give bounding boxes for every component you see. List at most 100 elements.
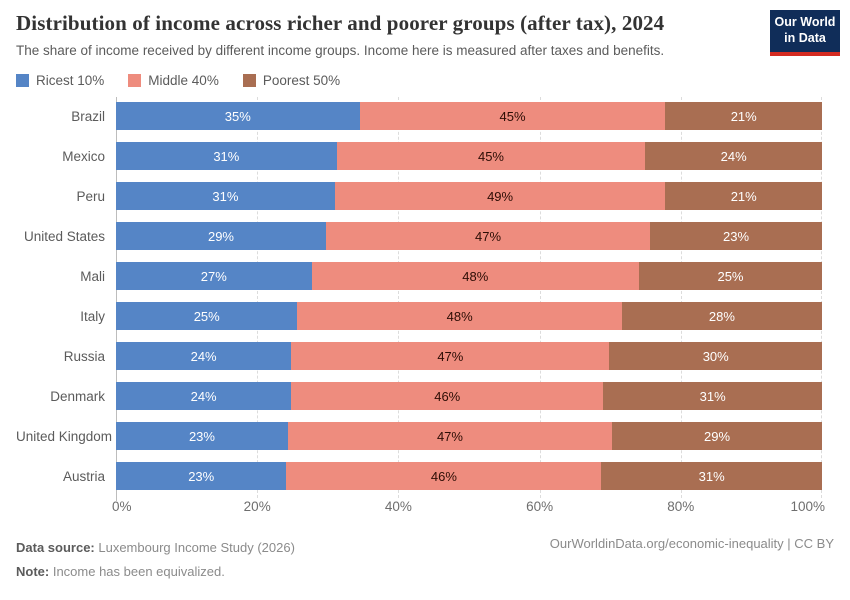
bar-row: 24% 47% 30% [116, 342, 822, 371]
note-text: Income has been equivalized. [49, 564, 225, 580]
bar-segment[interactable]: 47% [287, 422, 613, 451]
bar-segment[interactable]: 45% [359, 102, 666, 131]
bar-value-label: 24% [190, 388, 217, 404]
bar-segment[interactable]: 23% [116, 462, 287, 491]
bar-segment[interactable]: 23% [116, 422, 288, 451]
bar-segment[interactable]: 25% [638, 262, 822, 291]
bar-segment[interactable]: 47% [325, 222, 651, 251]
bar-segment[interactable]: 31% [603, 382, 822, 411]
bar-value-label: 47% [436, 428, 463, 444]
bar-value-label: 25% [193, 308, 220, 324]
chart-grid: Brazil 35% 45% 21% Mexico 31% 45% 24% Peru 31% 49%… [16, 97, 823, 502]
bar-row: 25% 48% 28% [116, 302, 822, 331]
bar-segment[interactable]: 31% [116, 182, 335, 211]
bar-value-label: 35% [224, 108, 251, 124]
owid-logo[interactable]: Our World in Data [770, 10, 840, 56]
bar-value-label: 48% [446, 308, 473, 324]
x-axis: 0% 20% 40% 60% 80% 100% [112, 499, 825, 519]
category-label: United States [23, 228, 105, 244]
bar-value-label: 48% [462, 268, 489, 284]
category-label: Peru [76, 188, 105, 204]
legend-item[interactable]: Middle 40% [128, 73, 219, 88]
bar-segment[interactable]: 49% [334, 182, 666, 211]
footer-source-note: Data source: Luxembourg Income Study (20… [16, 536, 295, 584]
bar-value-label: 27% [200, 268, 227, 284]
gridline [680, 97, 682, 499]
bar-value-label: 31% [698, 468, 725, 484]
bar-segment[interactable]: 48% [311, 262, 639, 291]
bar-segment[interactable]: 23% [650, 222, 822, 251]
bar-value-label: 28% [708, 308, 735, 324]
bar-value-label: 31% [212, 188, 239, 204]
bar-row: 31% 49% 21% [116, 182, 822, 211]
x-axis-tick-label: 80% [667, 499, 695, 515]
bar-value-label: 30% [702, 348, 729, 364]
bar-segment[interactable]: 24% [116, 382, 292, 411]
legend-label: Ricest 10% [36, 73, 105, 89]
bar-row: 23% 47% 29% [116, 422, 822, 451]
bar-segment[interactable]: 30% [609, 342, 822, 371]
category-label: United Kingdom [16, 428, 113, 444]
x-axis-tick-label: 60% [526, 499, 554, 515]
y-axis-line [116, 97, 117, 502]
bar-value-label: 29% [704, 428, 731, 444]
bar-value-label: 29% [207, 228, 234, 244]
bar-value-label: 31% [213, 148, 240, 164]
footer-attribution[interactable]: OurWorldinData.org/economic-inequality |… [549, 536, 834, 552]
bar-value-label: 23% [188, 428, 215, 444]
bar-segment[interactable]: 27% [116, 262, 312, 291]
bar-segment[interactable]: 46% [291, 382, 604, 411]
bar-value-label: 23% [188, 468, 215, 484]
page-title: Distribution of income across richer and… [16, 11, 665, 35]
legend-item[interactable]: Poorest 50% [242, 73, 341, 89]
grid-overlay [116, 97, 822, 502]
bar-segment[interactable]: 29% [116, 222, 326, 251]
bar-row: 31% 45% 24% [116, 142, 823, 171]
bar-segment[interactable]: 25% [116, 302, 298, 331]
gridline [821, 97, 822, 499]
bar-value-label: 21% [730, 108, 757, 124]
bar-value-label: 45% [477, 148, 504, 164]
bar-segment[interactable]: 48% [297, 302, 622, 331]
bar-segment[interactable]: 31% [601, 462, 823, 491]
bar-segment[interactable]: 31% [116, 142, 337, 171]
bar-value-label: 46% [434, 388, 461, 404]
chart-subtitle: The share of income received by differen… [16, 43, 665, 59]
bar-segment[interactable]: 21% [665, 182, 822, 211]
x-axis-tick-label: 0% [112, 499, 132, 515]
legend: Ricest 10% Middle 40% Poorest 50% [16, 73, 834, 88]
legend-label: Poorest 50% [262, 73, 341, 89]
bar-value-label: 47% [475, 228, 502, 244]
bar-value-label: 45% [499, 108, 526, 124]
bar-segment[interactable]: 29% [612, 422, 822, 451]
bar-segment[interactable]: 45% [336, 142, 646, 171]
x-axis-tick-label: 40% [384, 499, 412, 515]
bar-segment[interactable]: 21% [665, 102, 823, 131]
bar-segment[interactable]: 35% [116, 102, 360, 131]
bar-segment[interactable]: 28% [621, 302, 822, 331]
category-label: Mexico [62, 148, 105, 164]
legend-swatch-icon [128, 74, 142, 88]
legend-swatch-icon [242, 74, 256, 88]
category-label: Denmark [50, 388, 105, 404]
category-label: Mali [80, 268, 105, 284]
bar-value-label: 24% [720, 148, 747, 164]
category-label: Russia [63, 348, 105, 364]
x-axis-tick-label: 20% [243, 499, 271, 515]
data-source-text: Luxembourg Income Study (2026) [94, 540, 295, 556]
bar-row: 23% 46% 31% [116, 462, 823, 491]
bar-segment[interactable]: 46% [286, 462, 602, 491]
owid-logo-line2: in Data [784, 31, 826, 45]
note-label: Note: [16, 564, 50, 580]
bar-segment[interactable]: 24% [645, 142, 823, 171]
legend-item[interactable]: Ricest 10% [16, 73, 104, 88]
bar-value-label: 21% [730, 188, 757, 204]
chart-area: Brazil 35% 45% 21% Mexico 31% 45% 24% Peru 31% 49%… [16, 97, 823, 502]
bar-value-label: 49% [487, 188, 514, 204]
bar-row: 29% 47% 23% [116, 222, 822, 251]
gridline [398, 97, 400, 499]
bar-value-label: 46% [430, 468, 457, 484]
bar-segment[interactable]: 47% [291, 342, 610, 371]
bar-segment[interactable]: 24% [116, 342, 292, 371]
